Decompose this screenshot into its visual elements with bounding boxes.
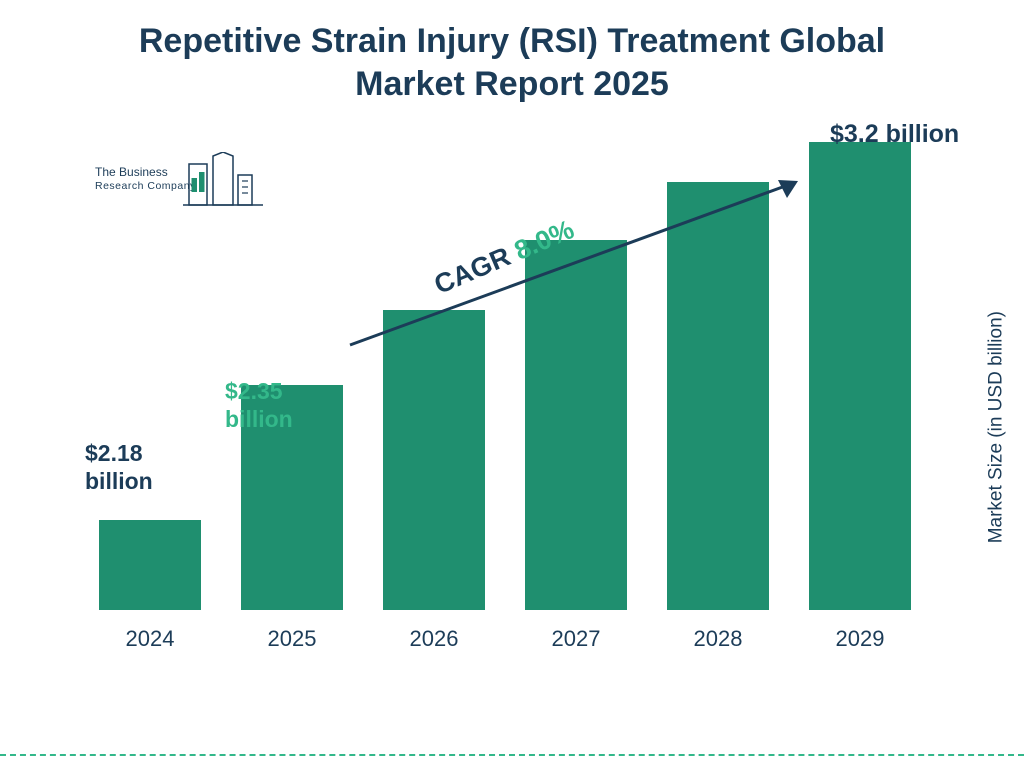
- value-label-2029: $3.2 billion: [830, 119, 959, 149]
- value-2025-unit: billion: [225, 406, 293, 432]
- bar-2029: [809, 142, 911, 610]
- value-2025-amount: $2.35: [225, 378, 283, 404]
- cagr-annotation: CAGR 8.0%: [340, 170, 820, 370]
- x-tick: 2024: [90, 626, 210, 652]
- chart-title: Repetitive Strain Injury (RSI) Treatment…: [0, 20, 1024, 105]
- bottom-dashed-rule: [0, 754, 1024, 756]
- x-tick: 2026: [374, 626, 494, 652]
- value-2024-amount: $2.18: [85, 440, 143, 466]
- x-tick: 2029: [800, 626, 920, 652]
- x-tick: 2028: [658, 626, 778, 652]
- value-label-2024: $2.18 billion: [85, 440, 153, 495]
- x-tick: 2025: [232, 626, 352, 652]
- x-axis-labels: 2024 2025 2026 2027 2028 2029: [90, 626, 930, 652]
- value-2024-unit: billion: [85, 468, 153, 494]
- cagr-arrow-icon: [340, 170, 820, 370]
- value-label-2025: $2.35 billion: [225, 378, 293, 433]
- bar-2024: [99, 520, 201, 610]
- y-axis-label: Market Size (in USD billion): [985, 311, 1007, 543]
- x-tick: 2027: [516, 626, 636, 652]
- bar-slot: [90, 520, 210, 610]
